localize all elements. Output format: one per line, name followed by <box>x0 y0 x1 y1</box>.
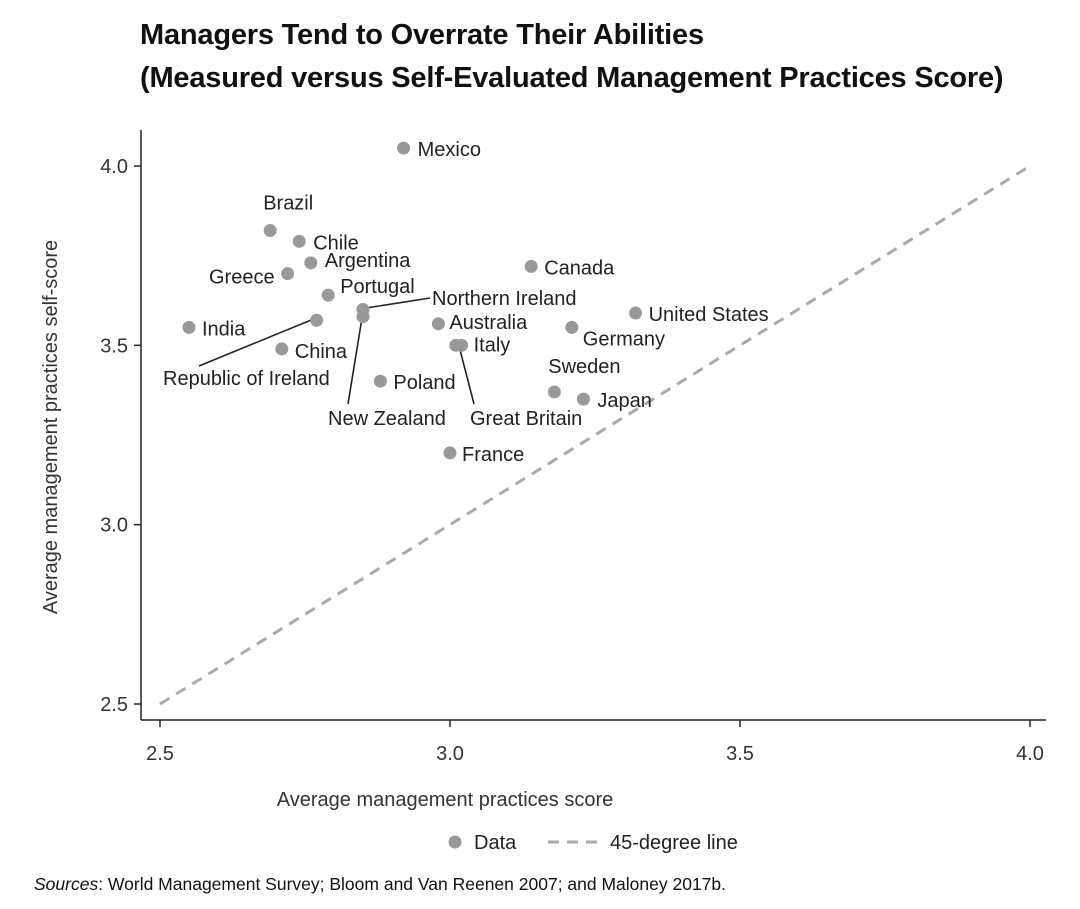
data-point-greece <box>281 267 295 281</box>
data-point-portugal <box>321 288 335 302</box>
point-label-poland: Poland <box>393 372 455 394</box>
point-label-portugal: Portugal <box>340 276 415 298</box>
point-label-india: India <box>202 318 246 340</box>
data-point-new-zealand <box>356 310 370 324</box>
point-label-greece: Greece <box>209 267 275 289</box>
point-label-australia: Australia <box>449 312 528 334</box>
x-axis-title: Average management practices score <box>277 789 613 811</box>
data-point-germany <box>565 320 579 334</box>
data-point-india <box>182 320 196 334</box>
data-point-sweden <box>547 385 561 399</box>
point-label-brazil: Brazil <box>263 193 313 215</box>
sources-footnote: Sources: World Management Survey; Bloom … <box>34 874 726 895</box>
legend-label-45-degree: 45-degree line <box>610 832 738 854</box>
leader-line-republic-of-ireland <box>198 317 317 367</box>
point-label-northern-ireland: Northern Ireland <box>432 288 577 310</box>
point-label-sweden: Sweden <box>548 356 620 378</box>
data-point-italy <box>455 338 469 352</box>
legend-marker-data <box>448 835 462 849</box>
data-point-france <box>443 446 457 460</box>
x-tick-label: 2.5 <box>146 743 174 765</box>
point-label-great-britain: Great Britain <box>470 408 582 430</box>
chart-title: Managers Tend to Overrate Their Abilitie… <box>140 14 1004 100</box>
leader-line-new-zealand <box>347 317 363 405</box>
x-tick-label: 3.5 <box>726 743 754 765</box>
y-tick-label: 3.5 <box>100 335 128 357</box>
reference-line-45-degree <box>159 164 1031 706</box>
point-label-japan: Japan <box>597 390 652 412</box>
chart-title-line2: (Measured versus Self-Evaluated Manageme… <box>140 62 1004 94</box>
leader-line-northern-ireland <box>365 297 431 309</box>
sources-label: Sources <box>34 874 99 894</box>
x-tick-label: 3.0 <box>436 743 464 765</box>
point-label-united-states: United States <box>649 304 769 326</box>
point-label-argentina: Argentina <box>325 250 411 272</box>
data-point-republic-of-ireland <box>310 313 324 327</box>
data-point-japan <box>576 392 590 406</box>
point-label-chile: Chile <box>313 232 359 254</box>
data-point-argentina <box>304 256 318 270</box>
data-point-united-states <box>629 306 643 320</box>
data-point-canada <box>524 259 538 273</box>
legend-label-data: Data <box>474 832 517 854</box>
x-tick-label: 4.0 <box>1016 743 1044 765</box>
point-label-italy: Italy <box>474 334 511 356</box>
y-tick-label: 4.0 <box>100 156 128 178</box>
y-axis-title: Average management practices self-score <box>40 240 62 614</box>
data-point-mexico <box>397 141 411 155</box>
y-tick-label: 3.0 <box>100 515 128 537</box>
point-label-mexico: Mexico <box>418 139 481 161</box>
point-label-germany: Germany <box>583 328 665 350</box>
data-point-china <box>275 342 289 356</box>
point-label-canada: Canada <box>544 257 615 279</box>
data-point-chile <box>292 234 306 248</box>
point-label-new-zealand: New Zealand <box>328 408 446 430</box>
data-point-poland <box>373 374 387 388</box>
data-point-australia <box>431 317 445 331</box>
y-tick-label: 2.5 <box>100 694 128 716</box>
chart-title-line1: Managers Tend to Overrate Their Abilitie… <box>140 19 704 51</box>
point-label-republic-of-ireland: Republic of Ireland <box>163 368 330 390</box>
point-label-france: France <box>462 444 524 466</box>
leader-line-great-britain <box>458 345 475 405</box>
point-label-china: China <box>295 341 348 363</box>
sources-text: : World Management Survey; Bloom and Van… <box>98 874 727 894</box>
data-point-brazil <box>263 224 277 238</box>
